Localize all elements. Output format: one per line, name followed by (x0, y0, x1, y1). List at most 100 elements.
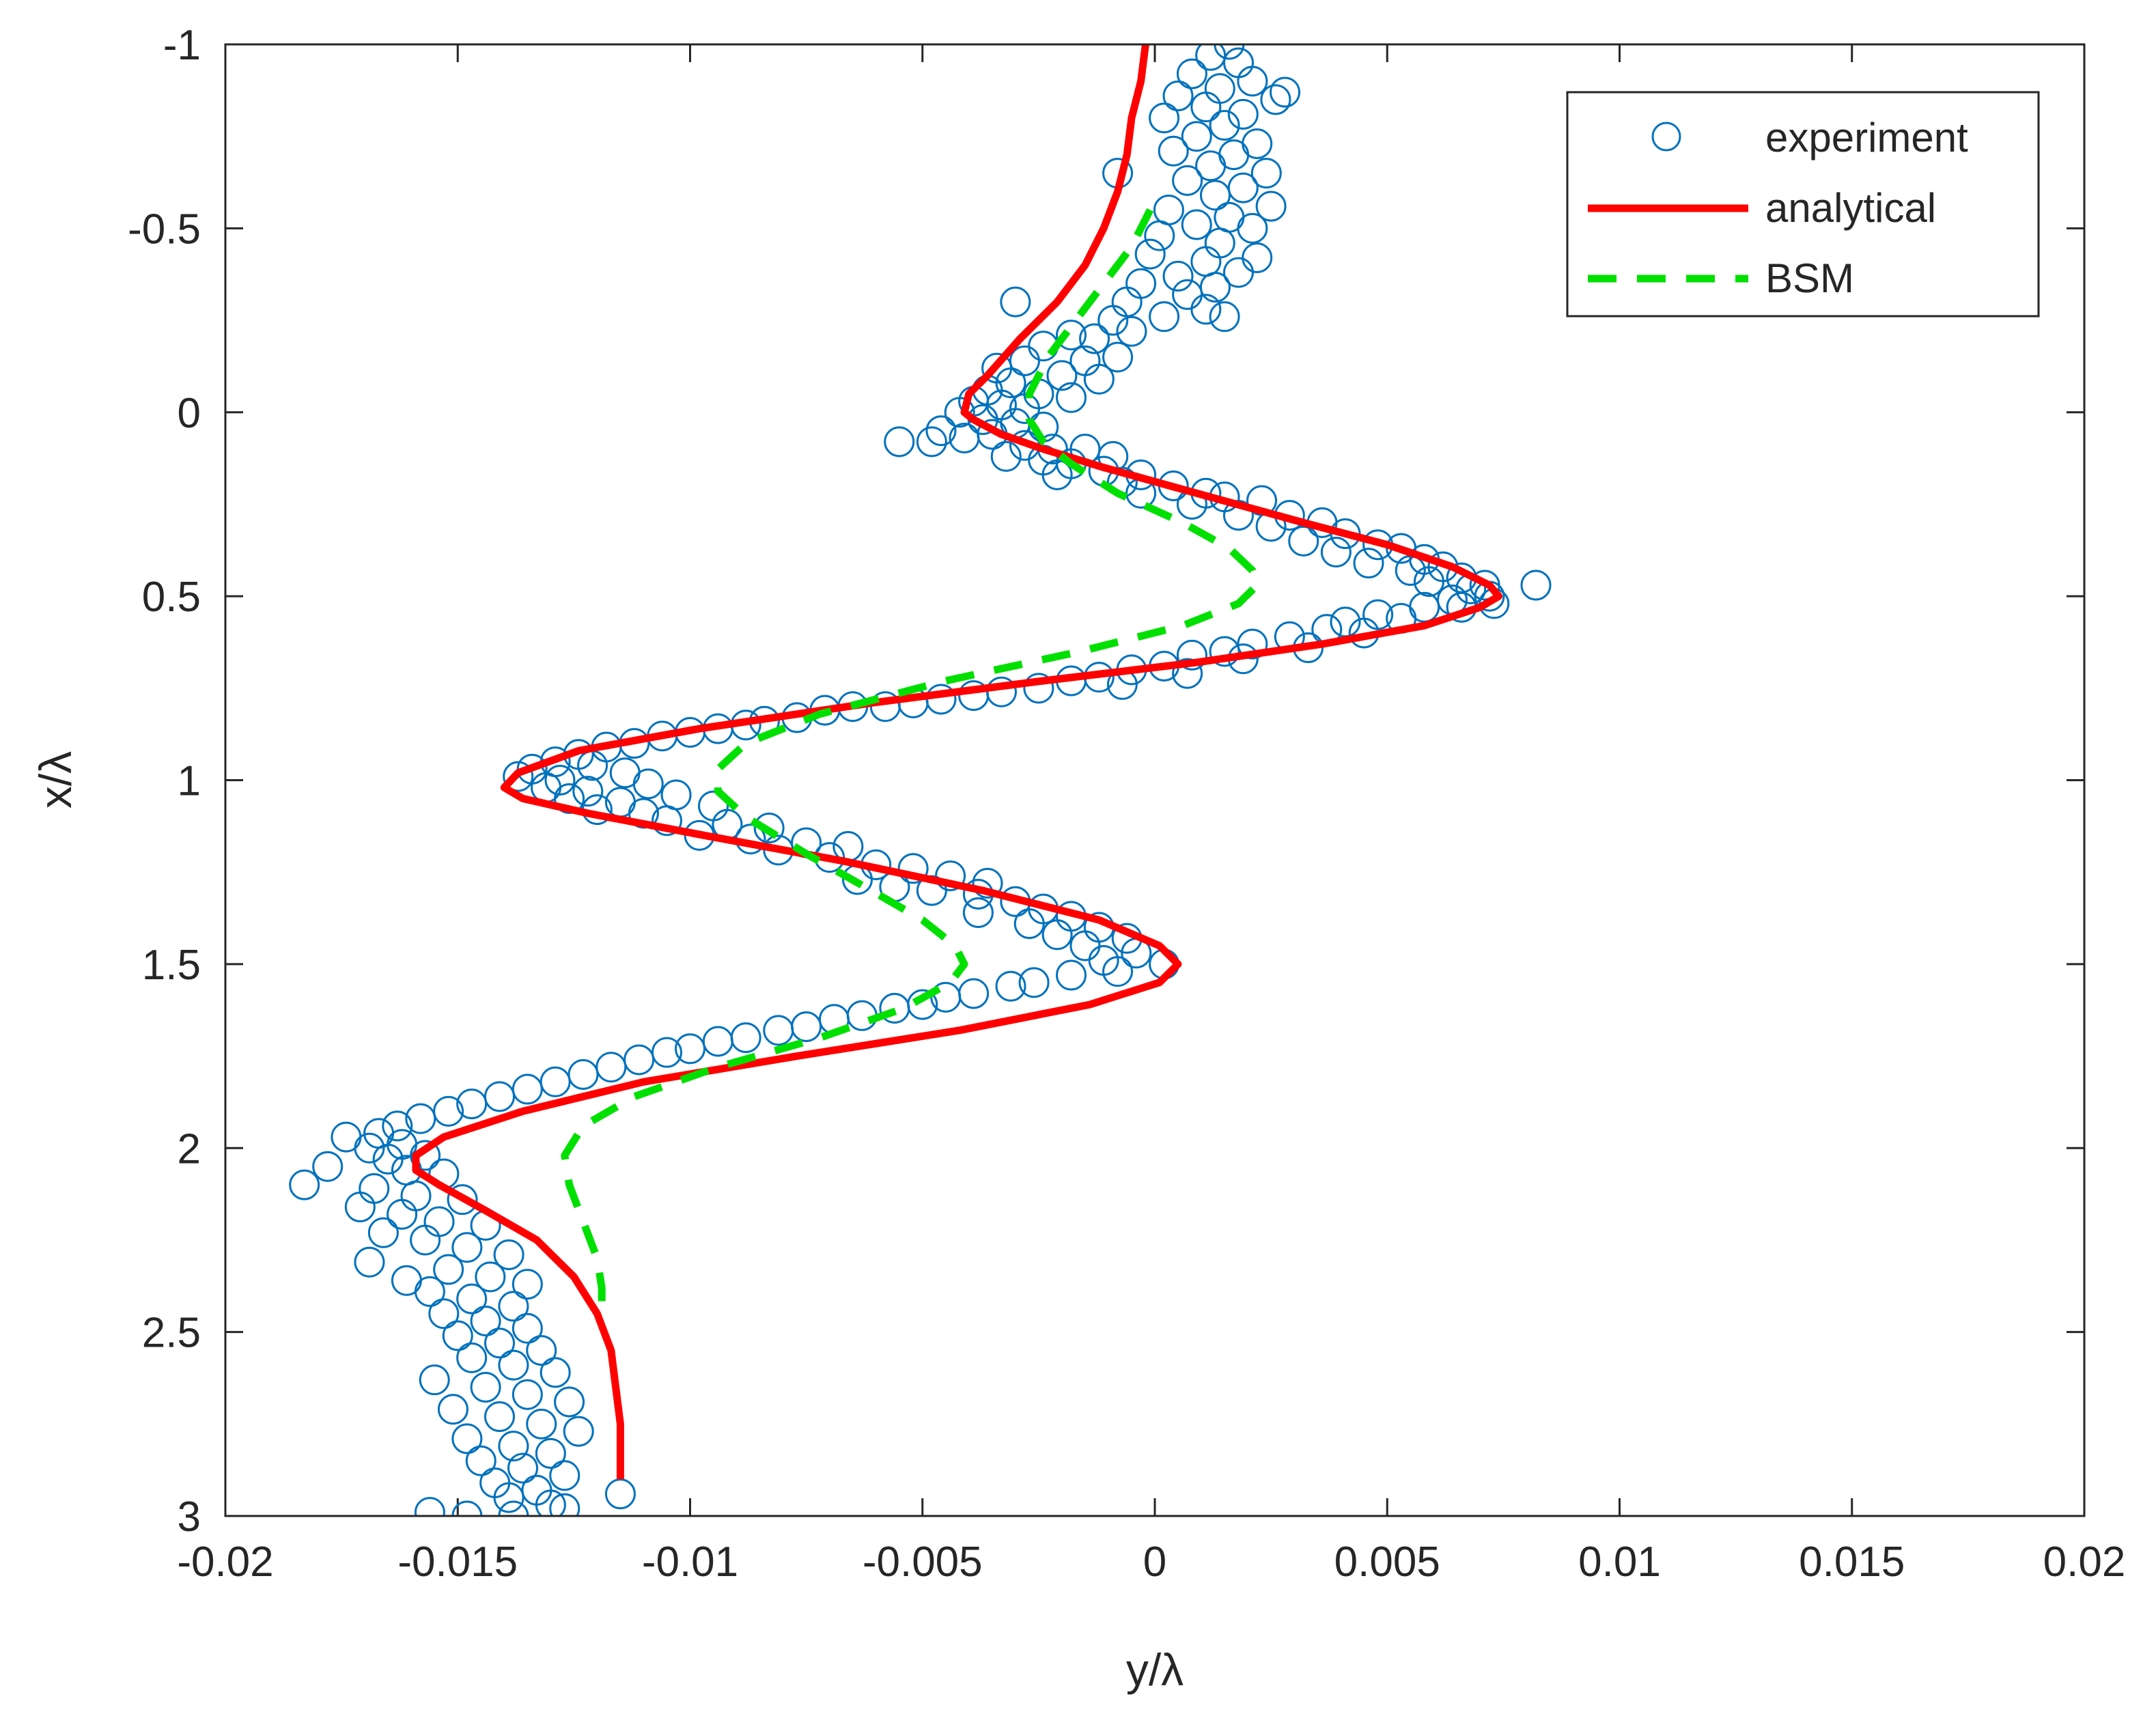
experiment-point (1083, 363, 1115, 395)
experiment-point (1097, 305, 1129, 336)
experiment-point (433, 1095, 464, 1127)
legend-label-experiment: experiment (1765, 115, 1968, 160)
experiment-point (1013, 908, 1045, 940)
experiment-point (1190, 294, 1222, 325)
y-tick-label: 1.5 (142, 942, 201, 989)
y-axis-title: x/λ (30, 751, 81, 809)
y-tick-label: 2.5 (142, 1310, 201, 1357)
experiment-point (604, 1478, 636, 1510)
series-layer (289, 44, 1552, 1516)
experiment-point (753, 813, 785, 844)
experiment-point (1209, 301, 1240, 333)
experiment-point (470, 1305, 501, 1336)
experiment-point (1176, 58, 1207, 89)
experiment-point (1000, 286, 1031, 318)
experiment-point (554, 1386, 585, 1418)
experiment-point (498, 1500, 529, 1516)
experiment-point (1102, 956, 1134, 987)
experiment-point (1134, 238, 1166, 270)
x-tick-label: 0.005 (1334, 1539, 1440, 1586)
experiment-point (456, 1283, 488, 1315)
analytical-line (412, 44, 1503, 1480)
experiment-point (995, 970, 1026, 1002)
experiment-point (1079, 323, 1110, 354)
experiment-point (1056, 382, 1087, 413)
y-tick-label: 1 (178, 758, 201, 805)
experiment-point (289, 1169, 320, 1200)
legend: experiment analytical BSM (1566, 91, 2040, 318)
experiment-point (651, 805, 682, 837)
y-tick-label: 3 (178, 1493, 201, 1541)
experiment-point (498, 1431, 529, 1462)
experiment-point (484, 1327, 515, 1359)
experiment-point (1181, 121, 1212, 152)
experiment-point (1413, 566, 1444, 598)
experiment-point (879, 993, 910, 1024)
x-tick-label: -0.02 (177, 1539, 273, 1586)
legend-label-bsm: BSM (1765, 255, 1854, 301)
experiment-point (632, 768, 664, 800)
experiment-point (1149, 102, 1180, 134)
experiment-point (916, 426, 947, 458)
experiment-point (451, 1423, 483, 1455)
experiment-point (944, 397, 975, 428)
experiment-point (414, 1497, 445, 1516)
x-tick-label: -0.01 (642, 1539, 738, 1586)
experiment-point (512, 1379, 543, 1410)
experiment-point (549, 1460, 580, 1491)
experiment-point (1056, 320, 1087, 351)
experiment-point (451, 1232, 483, 1263)
experiment-point (1176, 639, 1207, 671)
experiment-point (484, 1401, 515, 1433)
experiment-point (344, 1191, 376, 1222)
experiment-point (387, 1198, 418, 1230)
experiment-point (428, 1298, 460, 1330)
experiment-point (972, 867, 1003, 899)
experiment-point (1209, 636, 1240, 667)
experiment-point (563, 1416, 594, 1447)
experiment-point (535, 1437, 566, 1469)
experiment-point (1162, 260, 1194, 292)
experiment-point (1149, 301, 1180, 333)
series-experiment (289, 44, 1552, 1516)
experiment-point (624, 1044, 655, 1076)
experiment-point (1260, 84, 1291, 115)
experiment-point (572, 776, 604, 807)
experiment-point (1199, 180, 1231, 211)
experiment-point (470, 1371, 501, 1403)
experiment-point (414, 1276, 445, 1307)
experiment-point (1320, 536, 1352, 567)
experiment-point (372, 1143, 404, 1175)
experiment-point (405, 1103, 436, 1134)
experiment-point (498, 1349, 529, 1381)
experiment-point (1162, 80, 1194, 111)
experiment-point (1222, 257, 1254, 288)
experiment-point (419, 1364, 450, 1396)
experiment-point (433, 1254, 464, 1285)
y-tick-label: 0.5 (142, 574, 201, 621)
experiment-point (493, 1239, 524, 1270)
experiment-point (568, 1059, 599, 1090)
experiment-point (897, 853, 929, 884)
experiment-point (367, 1217, 399, 1248)
experiment-point (354, 1132, 385, 1164)
experiment-point (1214, 44, 1245, 60)
experiment-point (1018, 967, 1050, 998)
experiment-point (651, 1037, 682, 1068)
experiment-point (949, 422, 980, 453)
experiment-point (1116, 315, 1147, 347)
experiment-point (535, 1489, 566, 1516)
bsm-line (561, 208, 1261, 1306)
experiment-point (763, 1015, 794, 1046)
experiment-point (1158, 135, 1189, 167)
experiment-point (312, 1151, 344, 1182)
experiment-point (1056, 959, 1087, 991)
series-bsm (561, 208, 1261, 1306)
x-tick-label: 0 (1143, 1539, 1166, 1586)
experiment-point (540, 1357, 571, 1388)
experiment-point (1190, 92, 1222, 123)
y-tick-label: -1 (163, 22, 201, 69)
x-tick-label: 0.015 (1799, 1539, 1905, 1586)
experiment-point (1209, 110, 1240, 141)
experiment-point (475, 1261, 506, 1293)
